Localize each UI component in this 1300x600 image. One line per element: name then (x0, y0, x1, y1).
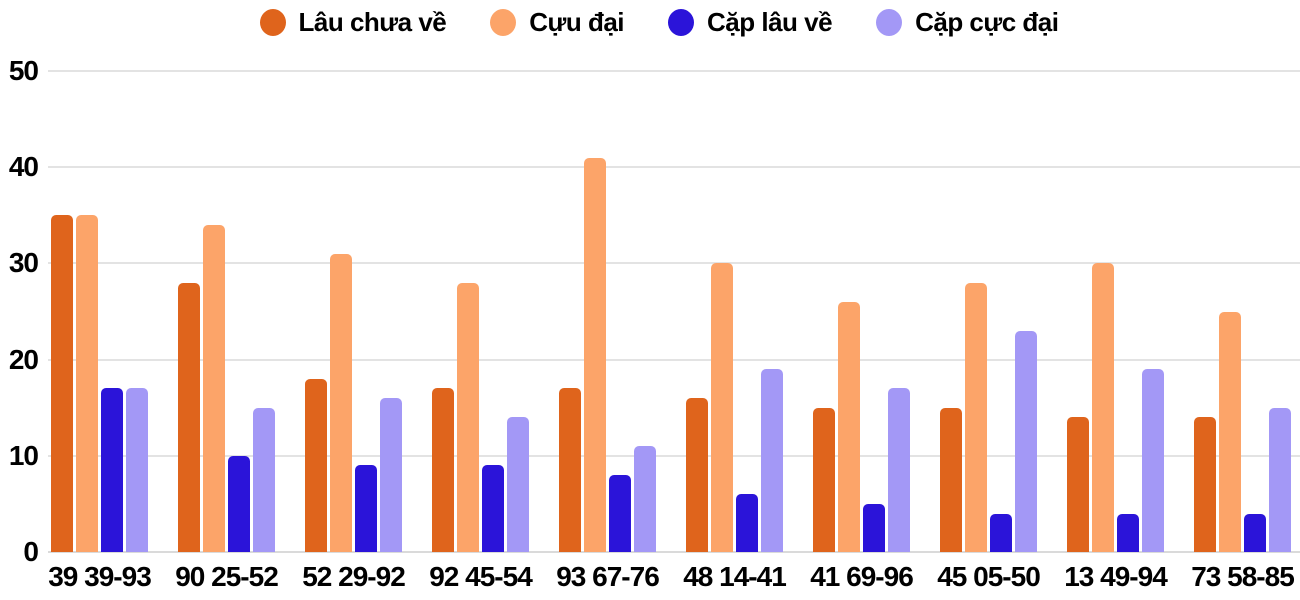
bar-group: 41 69-96 (810, 71, 914, 592)
chart-legend: Lâu chưa về Cựu đại Cặp lâu về Cặp cực đại (0, 5, 1300, 39)
bar-group: 92 45-54 (429, 71, 533, 592)
y-axis-labels: 0 10 20 30 40 50 (0, 57, 40, 566)
bar (813, 408, 835, 552)
bar-group: 52 29-92 (302, 71, 406, 592)
x-tick-label: 39 39-93 (48, 561, 152, 592)
bar (965, 283, 987, 552)
bar (330, 254, 352, 552)
bar (888, 388, 910, 552)
gridline (48, 551, 1300, 553)
bar (203, 225, 225, 552)
bar (507, 417, 529, 552)
bar (253, 408, 275, 552)
bar (1269, 408, 1291, 552)
bar (51, 215, 73, 552)
x-tick-label: 90 25-52 (175, 561, 279, 592)
legend-label: Lâu chưa về (298, 6, 447, 37)
legend-swatch-icon (490, 8, 517, 36)
bar (634, 446, 656, 552)
x-tick-label: 92 45-54 (429, 561, 533, 592)
y-tick-label: 30 (8, 247, 39, 279)
bar (228, 456, 250, 552)
bar (940, 408, 962, 552)
bar (482, 465, 504, 552)
legend-swatch-icon (668, 8, 695, 36)
plot-area: 39 39-93 90 25-52 52 29-92 92 45-54 93 67-76… (48, 70, 1300, 592)
bar (559, 388, 581, 552)
bar-group: 13 49-94 (1064, 71, 1168, 592)
bar (101, 388, 123, 552)
legend-label: Cặp lâu về (707, 6, 833, 37)
x-tick-label: 13 49-94 (1064, 561, 1168, 592)
bar (380, 398, 402, 552)
legend-swatch-icon (876, 8, 903, 36)
bar-group: 48 14-41 (683, 71, 787, 592)
bar-group: 39 39-93 (48, 71, 152, 592)
y-tick-label: 20 (8, 343, 39, 375)
bar (736, 494, 758, 552)
x-tick-label: 41 69-96 (810, 561, 914, 592)
bar (432, 388, 454, 552)
bar-group: 93 67-76 (556, 71, 660, 592)
legend-item: Cặp lâu về (668, 6, 833, 38)
bar (1067, 417, 1089, 552)
legend-swatch-icon (259, 8, 286, 36)
y-tick-label: 50 (8, 55, 39, 86)
legend-label: Cựu đại (529, 6, 625, 37)
bar (305, 379, 327, 552)
bar (126, 388, 148, 552)
bar (76, 215, 98, 552)
bar (1142, 369, 1164, 552)
bar (1117, 514, 1139, 552)
bar (355, 465, 377, 552)
gridline (48, 166, 1300, 169)
y-tick-label: 40 (8, 151, 39, 183)
x-tick-label: 45 05-50 (937, 561, 1041, 592)
bar-group: 90 25-52 (175, 71, 279, 592)
bar (1219, 312, 1241, 552)
bar (584, 158, 606, 552)
gridline (48, 70, 1300, 72)
legend-item: Cựu đại (490, 6, 625, 38)
y-tick-label: 0 (23, 536, 39, 567)
y-tick-label: 10 (8, 439, 39, 471)
bar (1244, 514, 1266, 552)
legend-label: Cặp cực đại (915, 6, 1059, 37)
gridline (48, 262, 1300, 265)
bar (863, 504, 885, 552)
gridline (48, 358, 1300, 361)
bar-group: 45 05-50 (937, 71, 1041, 592)
x-tick-label: 73 58-85 (1191, 561, 1295, 592)
bar (838, 302, 860, 552)
bar (457, 283, 479, 552)
bar (761, 369, 783, 552)
x-tick-label: 52 29-92 (302, 561, 406, 592)
bar (178, 283, 200, 552)
legend-item: Cặp cực đại (876, 6, 1059, 38)
x-tick-label: 93 67-76 (556, 561, 660, 592)
legend-item: Lâu chưa về (259, 6, 447, 38)
bar (990, 514, 1012, 552)
bar-groups: 39 39-93 90 25-52 52 29-92 92 45-54 93 67-76… (48, 71, 1295, 592)
bar (1092, 263, 1114, 552)
bar (711, 263, 733, 552)
bar (1015, 331, 1037, 552)
bar (1194, 417, 1216, 552)
bar (686, 398, 708, 552)
x-tick-label: 48 14-41 (683, 561, 787, 592)
bar-group: 73 58-85 (1191, 71, 1295, 592)
bar (609, 475, 631, 552)
gridline (48, 454, 1300, 457)
